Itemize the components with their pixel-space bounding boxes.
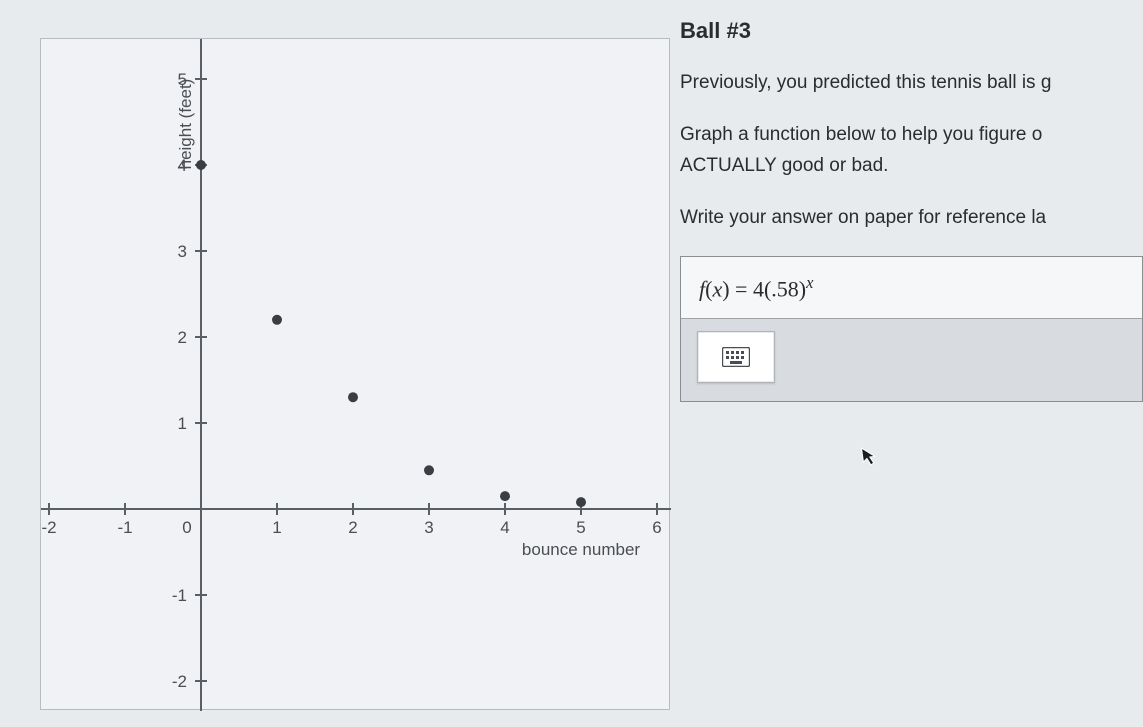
svg-text:1: 1 <box>272 518 281 537</box>
svg-text:2: 2 <box>178 328 187 347</box>
keyboard-icon <box>722 347 750 367</box>
svg-text:2: 2 <box>348 518 357 537</box>
formula-body: = 4(.58) <box>730 276 807 301</box>
svg-text:5: 5 <box>178 70 187 89</box>
svg-text:4: 4 <box>178 156 187 175</box>
function-input[interactable]: f(x) = 4(.58)x <box>681 257 1142 319</box>
svg-text:-2: -2 <box>172 672 187 691</box>
paragraph-1: Previously, you predicted this tennis ba… <box>680 68 1143 98</box>
svg-text:0: 0 <box>182 518 191 537</box>
chart-panel: height (feet) -2-11234560-2-112345bounce… <box>0 0 680 727</box>
input-toolbar <box>681 319 1142 401</box>
chart-area[interactable]: height (feet) -2-11234560-2-112345bounce… <box>40 38 670 710</box>
formula-exp: x <box>806 273 813 292</box>
formula-var: x <box>712 276 722 301</box>
svg-text:6: 6 <box>652 518 661 537</box>
scatter-plot: -2 -1 1 2 3 4 5 6 0 -2 -1 1 2 3 4 5 bounce number <box>41 39 671 711</box>
page-title: Ball #3 <box>680 18 1143 44</box>
svg-text:3: 3 <box>178 242 187 261</box>
svg-text:1: 1 <box>178 414 187 433</box>
svg-text:bounce number: bounce number <box>522 540 640 559</box>
svg-text:-1: -1 <box>117 518 132 537</box>
svg-text:-1: -1 <box>172 586 187 605</box>
svg-text:3: 3 <box>424 518 433 537</box>
paragraph-2-line1: Graph a function below to help you figur… <box>680 124 1042 145</box>
paragraph-3: Write your answer on paper for reference… <box>680 203 1143 233</box>
instruction-panel: Ball #3 Previously, you predicted this t… <box>680 0 1143 727</box>
paragraph-2-line2: ACTUALLY good or bad. <box>680 155 888 176</box>
formula-close: ) <box>722 276 729 301</box>
function-input-block: f(x) = 4(.58)x <box>680 256 1143 402</box>
svg-text:4: 4 <box>500 518 509 537</box>
paragraph-2: Graph a function below to help you figur… <box>680 120 1143 181</box>
svg-text:5: 5 <box>576 518 585 537</box>
svg-text:-2: -2 <box>41 518 56 537</box>
keyboard-button[interactable] <box>697 331 775 383</box>
